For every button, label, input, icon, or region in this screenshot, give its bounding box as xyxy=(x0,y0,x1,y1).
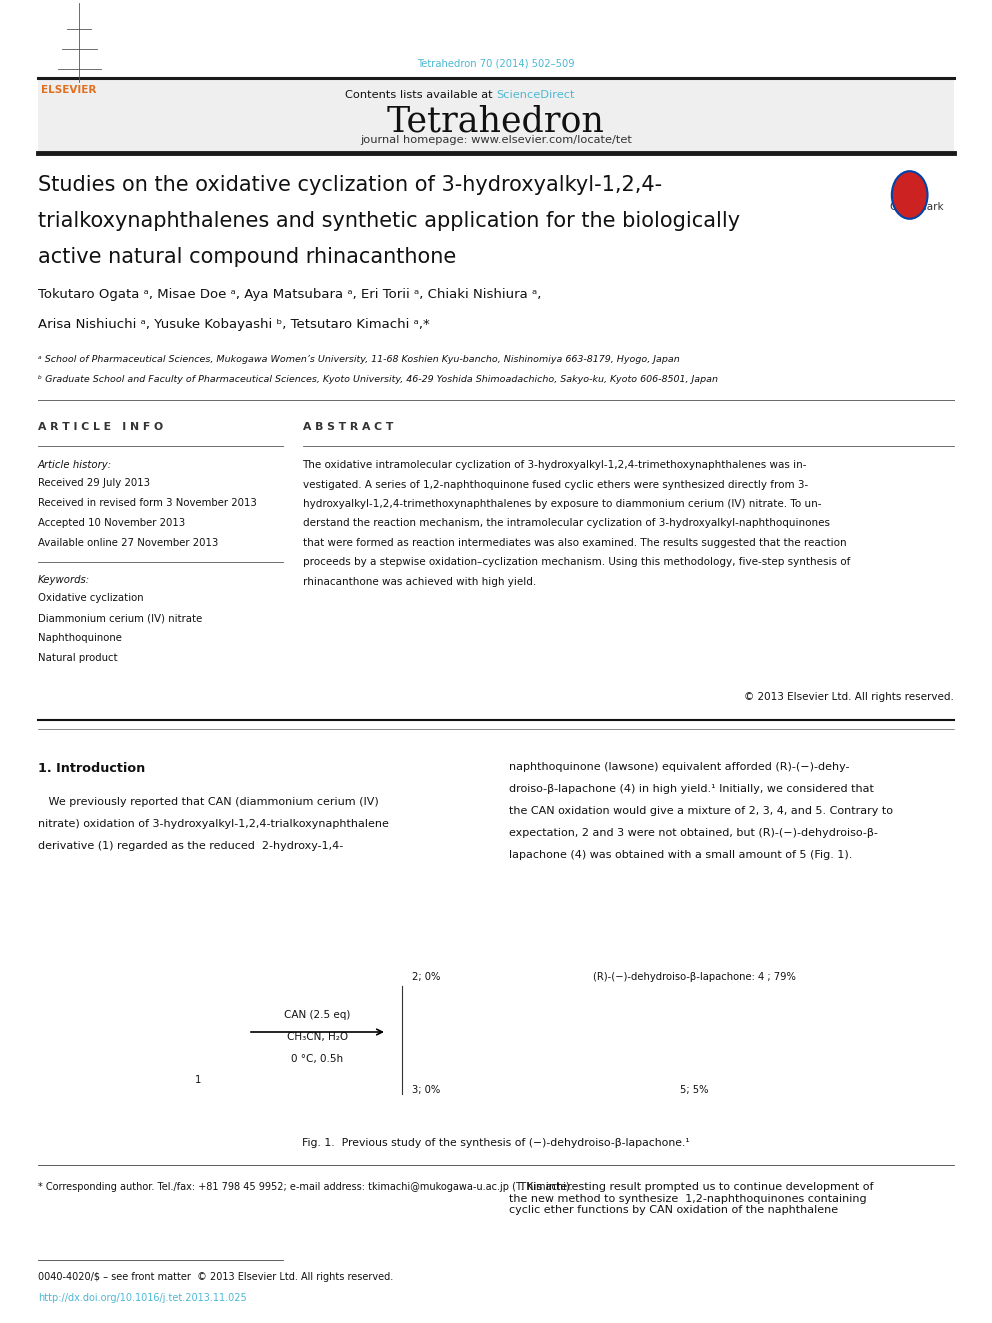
Text: ScienceDirect: ScienceDirect xyxy=(496,90,574,101)
Text: naphthoquinone (lawsone) equivalent afforded (R)-(−)-dehy-: naphthoquinone (lawsone) equivalent affo… xyxy=(509,762,849,773)
Text: 0040-4020/$ – see front matter  © 2013 Elsevier Ltd. All rights reserved.: 0040-4020/$ – see front matter © 2013 El… xyxy=(38,1271,393,1282)
Text: Tokutaro Ogata ᵃ, Misae Doe ᵃ, Aya Matsubara ᵃ, Eri Torii ᵃ, Chiaki Nishiura ᵃ,: Tokutaro Ogata ᵃ, Misae Doe ᵃ, Aya Matsu… xyxy=(38,288,541,302)
Text: Arisa Nishiuchi ᵃ, Yusuke Kobayashi ᵇ, Tetsutaro Kimachi ᵃ,*: Arisa Nishiuchi ᵃ, Yusuke Kobayashi ᵇ, T… xyxy=(38,318,430,331)
Text: We previously reported that CAN (diammonium cerium (IV): We previously reported that CAN (diammon… xyxy=(38,796,378,807)
Text: lapachone (4) was obtained with a small amount of 5 (Fig. 1).: lapachone (4) was obtained with a small … xyxy=(509,849,852,860)
Text: nitrate) oxidation of 3-hydroxyalkyl-1,2,4-trialkoxynaphthalene: nitrate) oxidation of 3-hydroxyalkyl-1,2… xyxy=(38,819,389,830)
Text: (R)-(−)-dehydroiso-β-lapachone: 4 ; 79%: (R)-(−)-dehydroiso-β-lapachone: 4 ; 79% xyxy=(593,972,796,982)
Text: Article history:: Article history: xyxy=(38,460,112,470)
Text: 5; 5%: 5; 5% xyxy=(681,1085,708,1095)
Text: hydroxyalkyl-1,2,4-trimethoxynaphthalenes by exposure to diammonium cerium (IV) : hydroxyalkyl-1,2,4-trimethoxynaphthalene… xyxy=(303,499,821,509)
Text: Studies on the oxidative cyclization of 3-hydroxyalkyl-1,2,4-: Studies on the oxidative cyclization of … xyxy=(38,175,662,194)
Text: The oxidative intramolecular cyclization of 3-hydroxyalkyl-1,2,4-trimethoxynapht: The oxidative intramolecular cyclization… xyxy=(303,460,807,470)
Text: that were formed as reaction intermediates was also examined. The results sugges: that were formed as reaction intermediat… xyxy=(303,538,846,548)
Text: active natural compound rhinacanthone: active natural compound rhinacanthone xyxy=(38,247,456,267)
Text: ELSEVIER: ELSEVIER xyxy=(41,85,96,95)
Text: trialkoxynaphthalenes and synthetic application for the biologically: trialkoxynaphthalenes and synthetic appl… xyxy=(38,210,740,232)
Text: Received 29 July 2013: Received 29 July 2013 xyxy=(38,478,150,488)
Text: proceeds by a stepwise oxidation–cyclization mechanism. Using this methodology, : proceeds by a stepwise oxidation–cycliza… xyxy=(303,557,850,568)
Text: CrossMark: CrossMark xyxy=(890,202,944,212)
Text: 2; 0%: 2; 0% xyxy=(413,972,440,982)
Text: ᵇ Graduate School and Faculty of Pharmaceutical Sciences, Kyoto University, 46-2: ᵇ Graduate School and Faculty of Pharmac… xyxy=(38,374,717,384)
Text: * Corresponding author. Tel./fax: +81 798 45 9952; e-mail address: tkimachi@muko: * Corresponding author. Tel./fax: +81 79… xyxy=(38,1181,572,1192)
Text: vestigated. A series of 1,2-naphthoquinone fused cyclic ethers were synthesized : vestigated. A series of 1,2-naphthoquino… xyxy=(303,479,807,490)
Text: CH₃CN, H₂O: CH₃CN, H₂O xyxy=(287,1032,348,1043)
Text: © 2013 Elsevier Ltd. All rights reserved.: © 2013 Elsevier Ltd. All rights reserved… xyxy=(744,692,954,703)
Text: Diammonium cerium (IV) nitrate: Diammonium cerium (IV) nitrate xyxy=(38,613,202,623)
Text: Accepted 10 November 2013: Accepted 10 November 2013 xyxy=(38,519,185,528)
Text: ᵃ School of Pharmaceutical Sciences, Mukogawa Women’s University, 11-68 Koshien : ᵃ School of Pharmaceutical Sciences, Muk… xyxy=(38,355,680,364)
Text: Contents lists available at: Contents lists available at xyxy=(345,90,496,101)
Text: derivative (1) regarded as the reduced  2-hydroxy-1,4-: derivative (1) regarded as the reduced 2… xyxy=(38,841,343,851)
Text: 1. Introduction: 1. Introduction xyxy=(38,762,145,775)
Text: Tetrahedron 70 (2014) 502–509: Tetrahedron 70 (2014) 502–509 xyxy=(418,58,574,67)
Text: the CAN oxidation would give a mixture of 2, 3, 4, and 5. Contrary to: the CAN oxidation would give a mixture o… xyxy=(509,806,893,816)
Text: A R T I C L E   I N F O: A R T I C L E I N F O xyxy=(38,422,163,433)
Text: Available online 27 November 2013: Available online 27 November 2013 xyxy=(38,538,218,548)
Text: http://dx.doi.org/10.1016/j.tet.2013.11.025: http://dx.doi.org/10.1016/j.tet.2013.11.… xyxy=(38,1293,246,1303)
Text: 1: 1 xyxy=(195,1076,201,1085)
Text: CAN (2.5 eq): CAN (2.5 eq) xyxy=(285,1009,350,1020)
Text: Oxidative cyclization: Oxidative cyclization xyxy=(38,593,143,603)
Text: Received in revised form 3 November 2013: Received in revised form 3 November 2013 xyxy=(38,497,257,508)
Text: 3; 0%: 3; 0% xyxy=(413,1085,440,1095)
Text: droiso-β-lapachone (4) in high yield.¹ Initially, we considered that: droiso-β-lapachone (4) in high yield.¹ I… xyxy=(509,785,874,794)
Text: Naphthoquinone: Naphthoquinone xyxy=(38,632,122,643)
Text: Fig. 1.  Previous study of the synthesis of (−)-dehydroiso-β-lapachone.¹: Fig. 1. Previous study of the synthesis … xyxy=(303,1138,689,1148)
Circle shape xyxy=(892,171,928,218)
Text: Keywords:: Keywords: xyxy=(38,576,90,585)
Text: journal homepage: www.elsevier.com/locate/tet: journal homepage: www.elsevier.com/locat… xyxy=(360,135,632,146)
Text: 0 °C, 0.5h: 0 °C, 0.5h xyxy=(292,1054,343,1064)
Text: A B S T R A C T: A B S T R A C T xyxy=(303,422,393,433)
Text: expectation, 2 and 3 were not obtained, but (R)-(−)-dehydroiso-β-: expectation, 2 and 3 were not obtained, … xyxy=(509,828,878,837)
Text: This interesting result prompted us to continue development of
the new method to: This interesting result prompted us to c… xyxy=(509,1181,873,1216)
Text: derstand the reaction mechanism, the intramolecular cyclization of 3-hydroxyalky: derstand the reaction mechanism, the int… xyxy=(303,519,829,528)
Bar xyxy=(38,79,954,152)
Text: Tetrahedron: Tetrahedron xyxy=(387,105,605,139)
Text: rhinacanthone was achieved with high yield.: rhinacanthone was achieved with high yie… xyxy=(303,577,536,587)
Text: Natural product: Natural product xyxy=(38,654,117,663)
